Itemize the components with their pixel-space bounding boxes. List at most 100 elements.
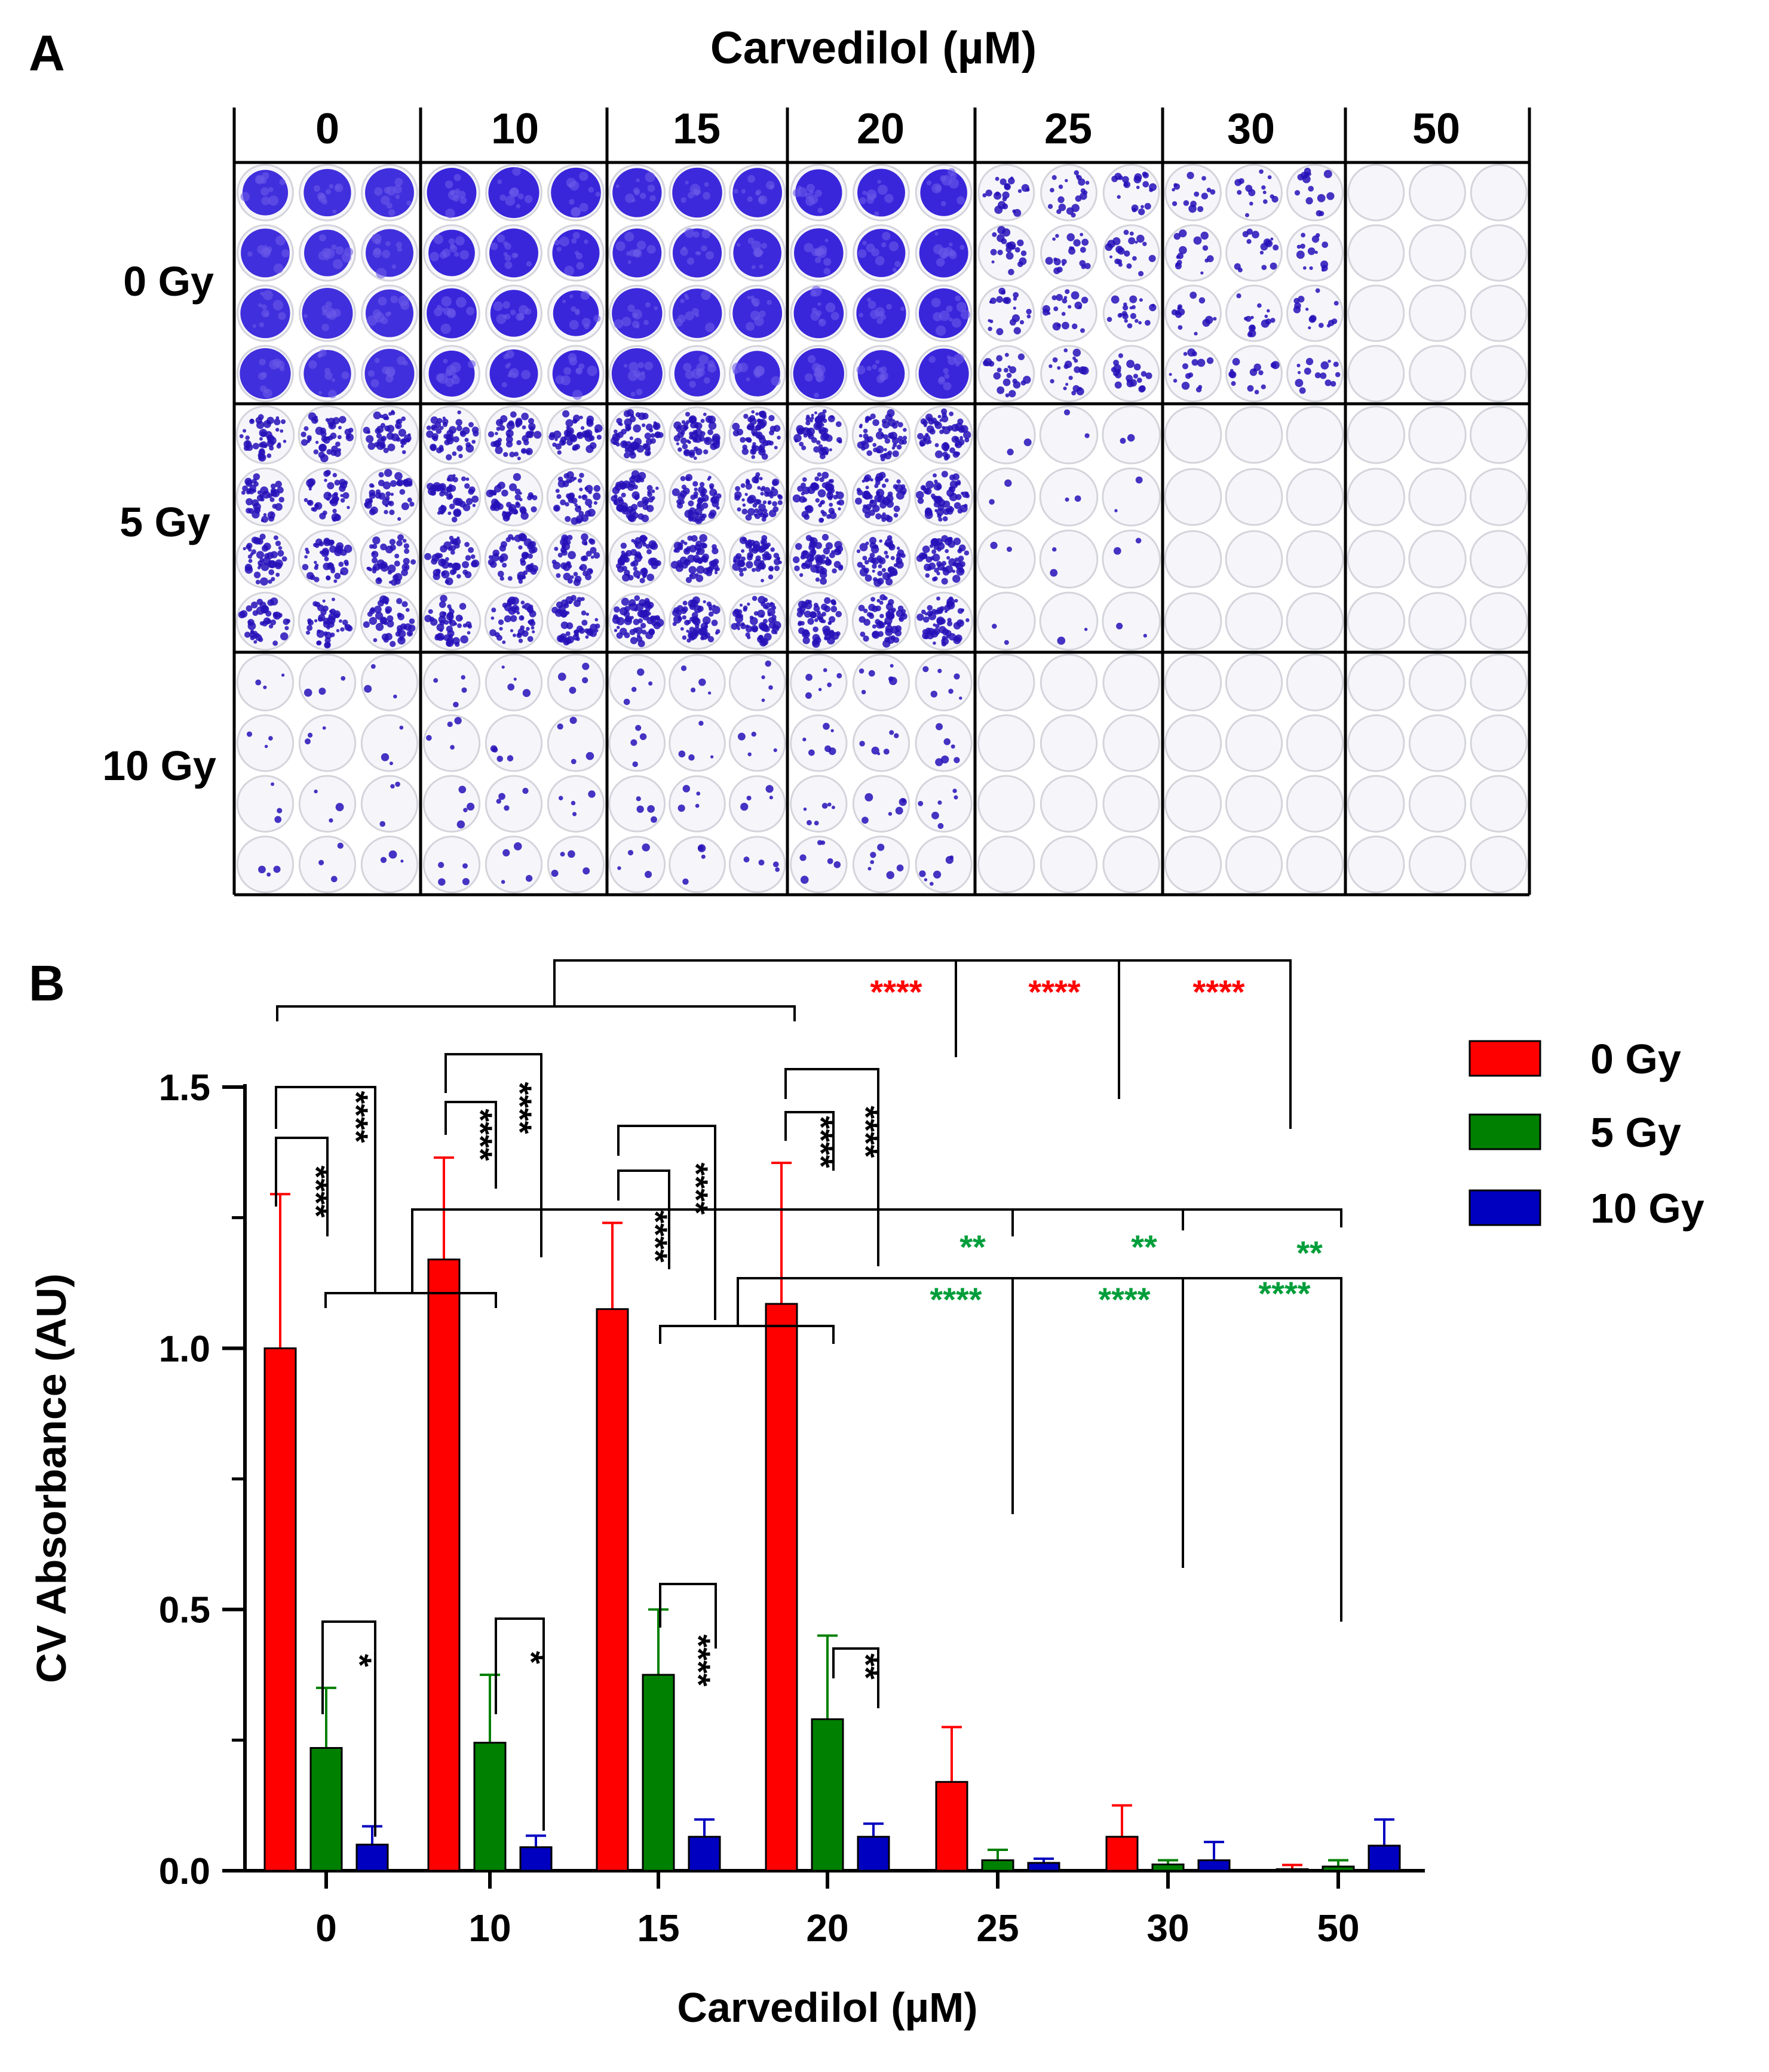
colony-dot: [1189, 291, 1197, 299]
colony-speck: [877, 179, 881, 184]
well: [977, 224, 1035, 282]
colony-dot: [277, 442, 281, 446]
well: [360, 836, 419, 894]
bar-group: [1322, 1859, 1355, 1872]
colony-speck: [564, 265, 575, 276]
colony-dot: [369, 544, 374, 549]
colony-dot: [769, 567, 774, 572]
colony-speck: [344, 247, 354, 257]
colony-dot: [639, 535, 646, 543]
colony-dot: [489, 561, 497, 568]
colony-dot: [1261, 185, 1266, 190]
colony-dot: [1050, 379, 1054, 383]
colony-dot: [884, 438, 891, 444]
colony-speck: [386, 202, 393, 209]
colony-dot: [306, 625, 313, 631]
colony-dot: [676, 442, 679, 446]
colony-dot: [255, 679, 262, 686]
bar-group: [935, 1726, 968, 1872]
colony-dot: [1308, 186, 1314, 192]
colony-dot: [893, 563, 898, 567]
colony-dot: [715, 631, 719, 635]
well: [546, 467, 606, 527]
colony-dot: [861, 689, 866, 695]
colony-dot: [712, 547, 719, 555]
significance-bracket: ****: [275, 1086, 376, 1293]
colony-dot: [885, 538, 893, 547]
colony-dot: [568, 551, 576, 560]
colony-dot: [586, 568, 593, 575]
colony-dot: [771, 629, 777, 634]
colony-dot: [459, 603, 467, 610]
colony-dot: [280, 632, 289, 641]
well: [485, 714, 543, 772]
legend-label: 5 Gy: [1590, 1109, 1681, 1156]
colony-dot: [672, 622, 677, 627]
well: [1164, 164, 1222, 222]
colony-dot: [1013, 291, 1019, 298]
colony-dot: [884, 621, 887, 625]
colony-dot: [439, 611, 446, 618]
well-rim: [1469, 468, 1528, 526]
significance-label: ****: [930, 1281, 982, 1318]
colony-dot: [566, 471, 574, 479]
well: [669, 530, 726, 588]
colony-speck: [397, 247, 403, 252]
colony-speck: [636, 240, 646, 250]
colony-dot: [1325, 379, 1332, 386]
colony-dot: [708, 422, 717, 430]
colony-dot: [827, 802, 832, 807]
colony-dot: [496, 484, 501, 488]
colony-dot: [585, 551, 592, 557]
panel-a-col-header: 25: [1044, 105, 1092, 153]
well: [976, 467, 1036, 527]
colony-speck: [684, 293, 688, 297]
between-group-5gy: ** ** ****** **** ****: [324, 1208, 1342, 1622]
colony-dot: [710, 755, 714, 759]
colony-dot: [506, 421, 515, 430]
colony-dot: [571, 498, 578, 504]
colony-dot: [1237, 190, 1242, 195]
well-rim: [608, 775, 666, 833]
colony-dot: [431, 424, 437, 431]
colony-dot: [448, 563, 452, 566]
colony-dot: [452, 637, 460, 645]
colony-dot: [250, 630, 255, 634]
colony-dot: [756, 433, 761, 438]
colony-dot: [586, 419, 594, 427]
colony-dot: [954, 598, 958, 603]
well-rim: [1040, 836, 1098, 894]
colony-dot: [457, 410, 461, 415]
well: [422, 653, 481, 711]
colony-dot: [426, 430, 434, 438]
colony-stain: [552, 350, 600, 397]
colony-dot: [774, 446, 778, 450]
well: [547, 836, 605, 894]
colony-dot: [495, 446, 503, 455]
colony-dot: [990, 542, 998, 550]
colony-dot: [251, 601, 258, 609]
well: [1102, 775, 1160, 833]
colony-dot: [624, 617, 632, 625]
well-rim: [1470, 775, 1528, 833]
well: [1469, 406, 1528, 464]
colony-dot: [740, 623, 746, 630]
colony-dot: [514, 489, 521, 495]
colony-speck: [697, 189, 701, 194]
colony-speck: [587, 366, 597, 376]
colony-dot: [338, 561, 344, 567]
colony-dot: [324, 631, 332, 640]
y-axis: 0.00.51.01.5 CV Absorbance (AU): [28, 1067, 247, 1892]
colony-dot: [895, 806, 903, 815]
colony-dot: [892, 450, 899, 458]
colony-dot: [647, 447, 651, 451]
colony-speck: [750, 295, 755, 300]
colony-dot: [933, 870, 942, 879]
colony-dot: [1020, 250, 1027, 256]
colony-dot: [401, 450, 406, 455]
colony-dot: [1299, 387, 1306, 394]
colony-dot: [318, 687, 326, 695]
colony-dot: [996, 328, 1004, 336]
colony-dot: [510, 411, 517, 418]
colony-dot: [631, 470, 640, 478]
